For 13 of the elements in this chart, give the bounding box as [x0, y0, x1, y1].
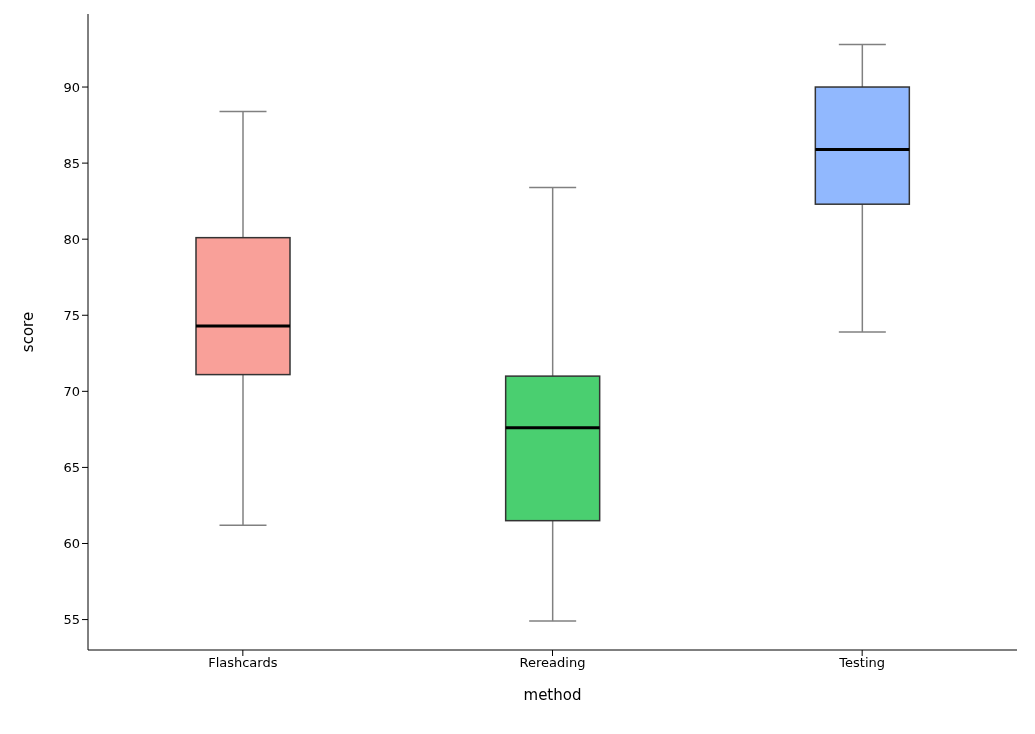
y-axis-title: score [19, 311, 38, 353]
x-tick-label: Rereading [519, 655, 586, 671]
y-tick-label: 85 [63, 155, 80, 171]
y-tick-label: 70 [63, 383, 80, 399]
y-tick-label: 80 [63, 231, 80, 247]
x-axis-title: method [523, 686, 582, 704]
x-tick-label: Testing [838, 655, 886, 671]
y-tick-label: 75 [63, 307, 80, 323]
y-tick-label: 60 [63, 536, 80, 552]
y-tick-label: 55 [63, 612, 80, 628]
x-tick-label: Flashcards [208, 655, 278, 671]
y-tick-label: 90 [63, 79, 80, 95]
y-tick-label: 65 [63, 460, 80, 476]
